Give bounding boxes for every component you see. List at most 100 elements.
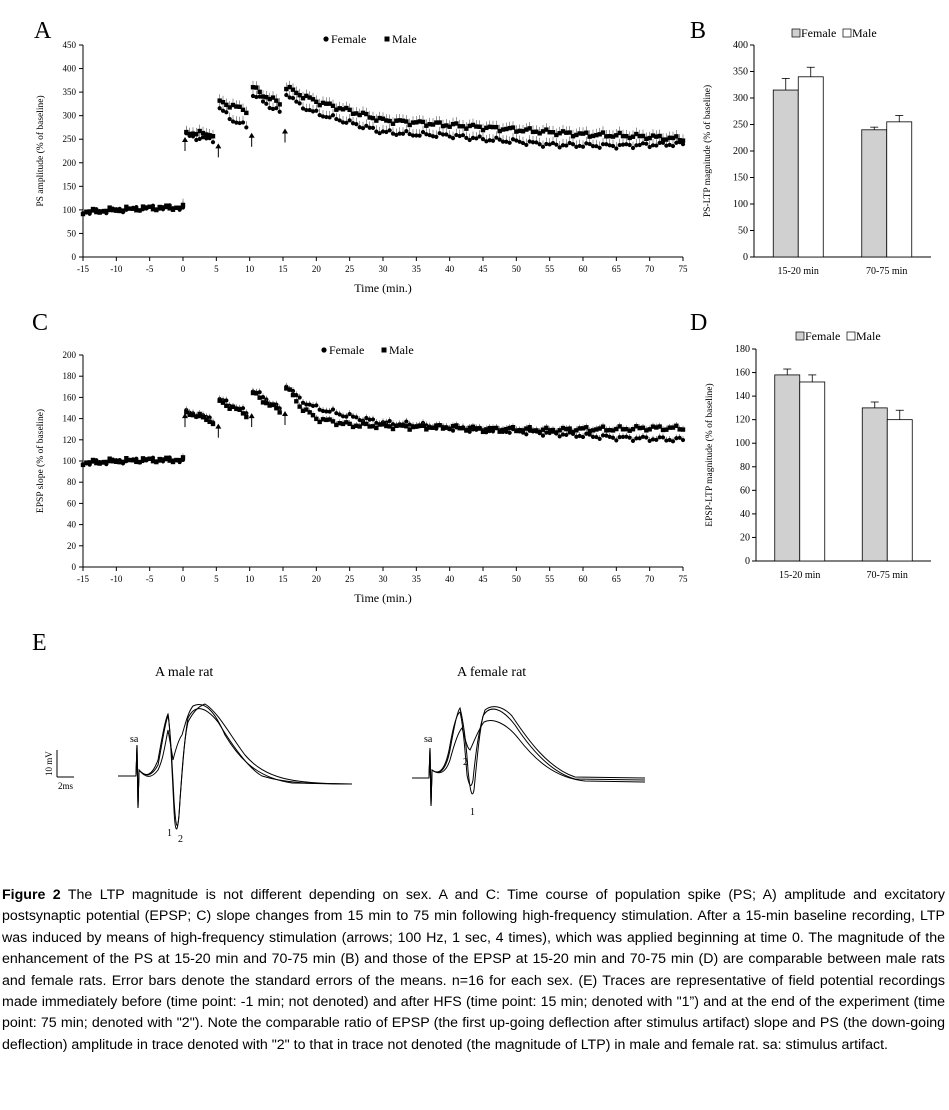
data-point-female <box>404 129 409 134</box>
data-point-male <box>187 131 192 137</box>
hfs-arrow-head <box>282 128 288 134</box>
field-potential-traces: A male rat A female rat 10 mV 2ms sa 1 2… <box>44 665 646 845</box>
y-tick-label: 50 <box>67 228 77 238</box>
data-point-male <box>404 424 409 429</box>
category-label: 15-20 min <box>779 570 820 581</box>
data-point-male <box>487 425 492 431</box>
x-tick-label: 30 <box>379 574 389 584</box>
data-point-male <box>640 133 646 139</box>
legend-male-swatch <box>842 28 852 38</box>
data-point-female <box>210 140 216 145</box>
female-trace-1 <box>412 706 646 807</box>
data-point-female <box>527 139 532 144</box>
data-point-male <box>617 424 622 429</box>
data-point-male <box>170 207 176 212</box>
data-point-male <box>184 129 189 135</box>
data-point-female <box>637 142 642 148</box>
legend-female-marker <box>321 347 327 353</box>
data-point-female <box>674 140 679 145</box>
data-point-male <box>267 96 272 102</box>
data-point-female <box>560 143 566 148</box>
data-point-female <box>610 143 616 149</box>
data-point-male <box>564 130 569 135</box>
hfs-arrow-head <box>215 423 222 429</box>
data-point-female <box>620 142 626 147</box>
data-point-male <box>377 422 382 427</box>
data-point-male <box>177 205 182 210</box>
legend-male-label: Male <box>852 26 877 40</box>
data-point-male <box>184 409 189 415</box>
y-tick-label: 150 <box>63 181 77 191</box>
data-point-male <box>114 459 119 465</box>
data-point-female <box>664 438 669 443</box>
data-point-female <box>504 139 509 144</box>
data-point-female <box>644 435 649 440</box>
data-point-male <box>310 97 316 102</box>
x-tick-label: 70 <box>645 264 655 274</box>
data-point-male <box>227 406 232 411</box>
data-point-male <box>314 416 319 422</box>
data-point-male <box>587 134 592 139</box>
male-label-2: 2 <box>178 834 183 845</box>
chart-epsp-ltp-magnitude: 0 20 40 60 80 100 120 140 160 180 EPSP-LTP magnitu… <box>704 329 931 581</box>
data-point-female <box>547 142 552 147</box>
data-point-male <box>234 104 239 109</box>
data-point-male <box>517 128 522 134</box>
data-point-female <box>517 139 522 144</box>
data-point-female <box>150 455 156 460</box>
data-point-female <box>330 113 336 118</box>
data-point-female <box>510 137 516 142</box>
data-point-female <box>597 436 602 441</box>
data-point-male <box>284 86 289 92</box>
data-point-male <box>514 428 519 434</box>
data-point-male <box>550 427 556 433</box>
data-point-female <box>580 144 586 149</box>
data-point-male <box>460 426 466 431</box>
female-trace-2 <box>412 706 646 807</box>
panel-label-a: A <box>34 18 52 44</box>
data-point-male <box>477 124 482 129</box>
legend-female-label: Female <box>805 329 840 343</box>
data-point-male <box>107 205 112 210</box>
data-point-female <box>284 92 289 98</box>
data-point-male <box>427 122 432 127</box>
caption-text: The LTP magnitude is not different depen… <box>2 887 945 1053</box>
y-tick-label: 0 <box>745 556 750 567</box>
data-point-female <box>497 137 502 142</box>
data-point-male <box>510 125 516 130</box>
data-point-male <box>484 427 489 432</box>
data-point-male <box>347 421 352 427</box>
y-tick-label: 140 <box>735 391 750 402</box>
data-point-female <box>660 435 666 440</box>
data-point-male <box>357 424 362 429</box>
data-point-female <box>590 434 596 439</box>
hfs-arrow-head <box>182 137 188 142</box>
data-point-male <box>80 462 86 468</box>
data-point-male <box>84 460 89 465</box>
data-point-male <box>657 133 662 139</box>
data-point-male <box>150 458 156 464</box>
data-point-female <box>350 121 356 126</box>
data-point-male <box>137 208 142 213</box>
data-point-female <box>540 433 546 438</box>
data-point-male <box>634 424 639 429</box>
data-point-male <box>380 116 386 121</box>
data-point-female <box>367 125 372 130</box>
data-point-male <box>570 133 576 139</box>
data-point-female <box>500 139 506 144</box>
data-point-male <box>290 87 296 92</box>
x-tick-label: 10 <box>245 574 255 584</box>
y-tick-label: 0 <box>743 252 748 263</box>
y-axis-label: PS amplitude (% of baseline) <box>35 95 46 206</box>
data-point-male <box>217 398 222 403</box>
data-point-male <box>117 208 122 214</box>
data-point-female <box>207 415 212 420</box>
data-point-male <box>490 124 496 130</box>
data-point-male <box>190 412 196 418</box>
data-point-female <box>627 142 632 148</box>
data-point-male <box>97 461 102 466</box>
data-point-female <box>600 142 606 147</box>
data-point-male <box>467 123 472 129</box>
data-point-male <box>604 428 609 433</box>
data-point-female <box>387 128 392 133</box>
